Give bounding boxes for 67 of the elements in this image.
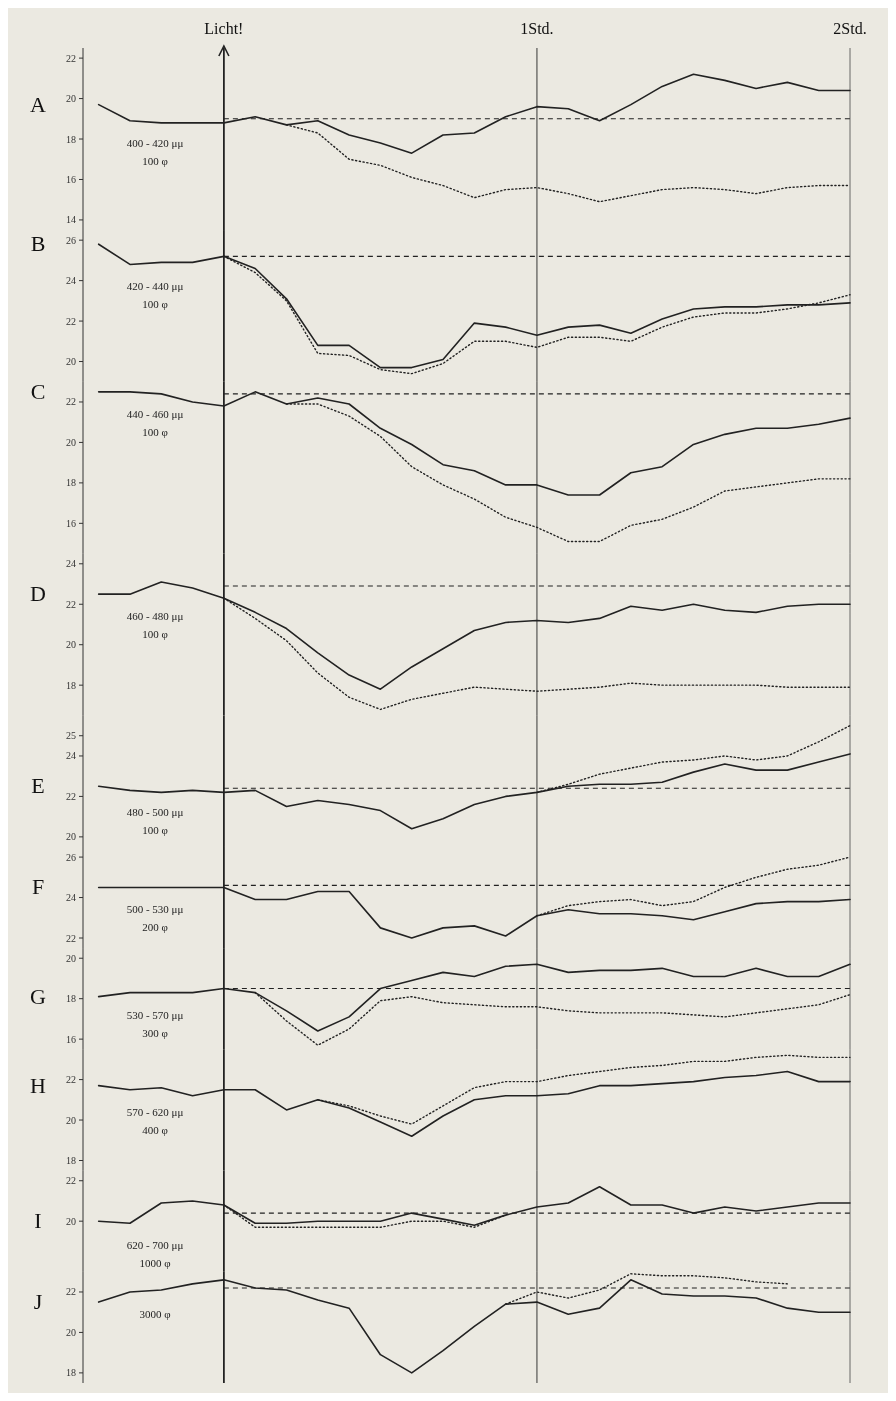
y-tick-label: 22 [66,315,76,327]
y-tick-label: 22 [66,932,76,944]
annotation: 400 - 420 μμ [126,136,184,149]
y-tick-label: 16 [66,517,76,529]
y-tick-label: 22 [66,52,76,64]
y-tick-label: 18 [66,477,76,489]
text: F [31,874,45,900]
annotation: 400 φ [142,1123,168,1136]
text: E [31,773,45,799]
y-tick-label: 22 [66,396,76,408]
y-tick-label: 26 [66,851,76,863]
y-tick-label: 18 [66,679,76,691]
text: J [33,1289,43,1315]
y-tick-label: 20 [66,356,76,368]
y-tick-label: 18 [66,133,76,145]
y-tick-label: 14 [66,214,76,226]
chart-title: B [30,231,46,257]
text: G [30,983,47,1009]
y-tick-label: 24 [66,275,76,287]
annotation: 100 φ [142,298,168,311]
y-tick-label: 20 [66,1326,76,1338]
annotation: 3000 φ [139,1307,171,1320]
annotation: 100 φ [142,824,168,837]
annotation: 530 - 570 μμ [126,1008,184,1021]
text: H [30,1072,47,1098]
annotation: 100 φ [142,628,168,641]
x-tick-label: Licht! [204,20,244,37]
y-tick-label: 22 [66,598,76,610]
y-tick-label: 24 [66,892,76,904]
text: A [30,91,47,117]
text: I [34,1208,42,1234]
y-tick-label: 20 [66,952,76,964]
annotation: 440 - 460 μμ [126,407,184,420]
y-tick-label: 26 [66,234,76,246]
annotation: 570 - 620 μμ [126,1105,184,1118]
annotation: 200 φ [142,921,168,934]
annotation: 300 φ [142,1026,168,1039]
y-tick-label: 18 [66,1155,76,1166]
y-tick-label: 20 [66,639,76,651]
annotation: 1000 φ [139,1257,171,1270]
y-tick-label: 20 [66,93,76,105]
y-tick-label: 24 [66,558,76,570]
y-tick-label: 24 [66,750,76,762]
annotation: 100 φ [142,154,168,167]
x-tick-label: 1Std. [520,20,554,37]
y-tick-label: 20 [66,436,76,448]
chart-title: C [30,378,46,404]
annotation: 420 - 440 μμ [126,280,184,293]
y-tick-label: 22 [66,1286,76,1298]
y-tick-label: 22 [66,790,76,802]
annotation: 100 φ [142,425,168,438]
y-tick-label: 18 [66,1367,76,1379]
y-tick-label: 20 [66,1114,76,1126]
y-tick-label: 22 [66,1074,76,1086]
y-tick-label: 20 [66,831,76,843]
y-tick-label: 22 [66,1175,76,1187]
y-tick-label: 18 [66,993,76,1005]
annotation: 460 - 480 μμ [126,610,184,623]
x-tick-label: 2Std. [833,20,867,37]
annotation: 620 - 700 μμ [126,1239,184,1252]
y-tick-label: 20 [66,1215,76,1227]
annotation: 500 - 530 μμ [126,903,184,916]
y-tick-label: 16 [66,1033,76,1045]
annotation: 480 - 500 μμ [126,806,184,819]
text: D [30,581,46,607]
y-tick-label: 25 [66,730,76,742]
y-tick-label: 16 [66,173,76,185]
